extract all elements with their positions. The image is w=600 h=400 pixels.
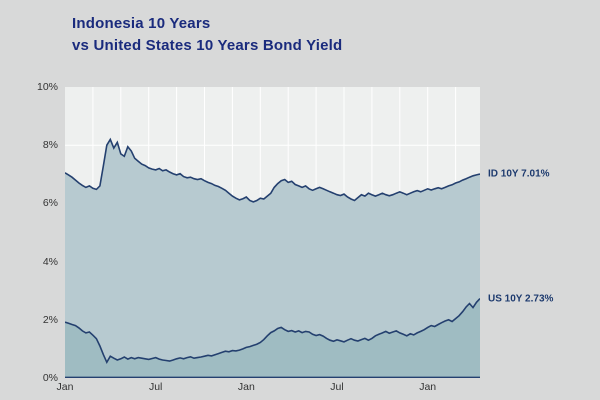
x-axis-tick-label: Jan — [237, 381, 255, 393]
x-axis-tick-label: Jul — [330, 381, 344, 393]
y-axis: 0% 2% 4% 6% 8% 10% — [0, 81, 58, 384]
id-series-label: ID 10Y 7.01% — [488, 168, 550, 180]
x-axis-tick-label: Jan — [419, 381, 437, 393]
x-axis-tick-label: Jul — [148, 381, 163, 393]
us10y-line — [65, 298, 480, 365]
us10y-area — [65, 298, 480, 378]
y-axis-tick-label: 10% — [36, 81, 58, 93]
chart-title-line2: vs United States 10 Years Bond Yield — [72, 36, 343, 54]
x-axis-tick-label: Jan — [56, 381, 74, 393]
id10y-line — [65, 137, 480, 203]
us-series-label: US 10Y 2.73% — [488, 293, 554, 305]
y-axis-tick-label: 4% — [42, 255, 58, 268]
id10y-area — [65, 139, 480, 378]
x-axis: Jan Jul Jan Jul Jan — [57, 381, 480, 397]
y-axis-tick-label: 8% — [42, 139, 58, 152]
y-axis-tick-label: 6% — [42, 197, 58, 210]
y-axis-tick-label: 0% — [42, 372, 58, 384]
chart-title: Indonesia 10 Years vs United States 10 Y… — [72, 13, 342, 57]
y-axis-tick-label: 2% — [42, 313, 58, 326]
chart-title-line1: Indonesia 10 Years — [72, 15, 211, 32]
plot-area — [65, 87, 480, 378]
bond-yield-chart — [65, 87, 480, 378]
